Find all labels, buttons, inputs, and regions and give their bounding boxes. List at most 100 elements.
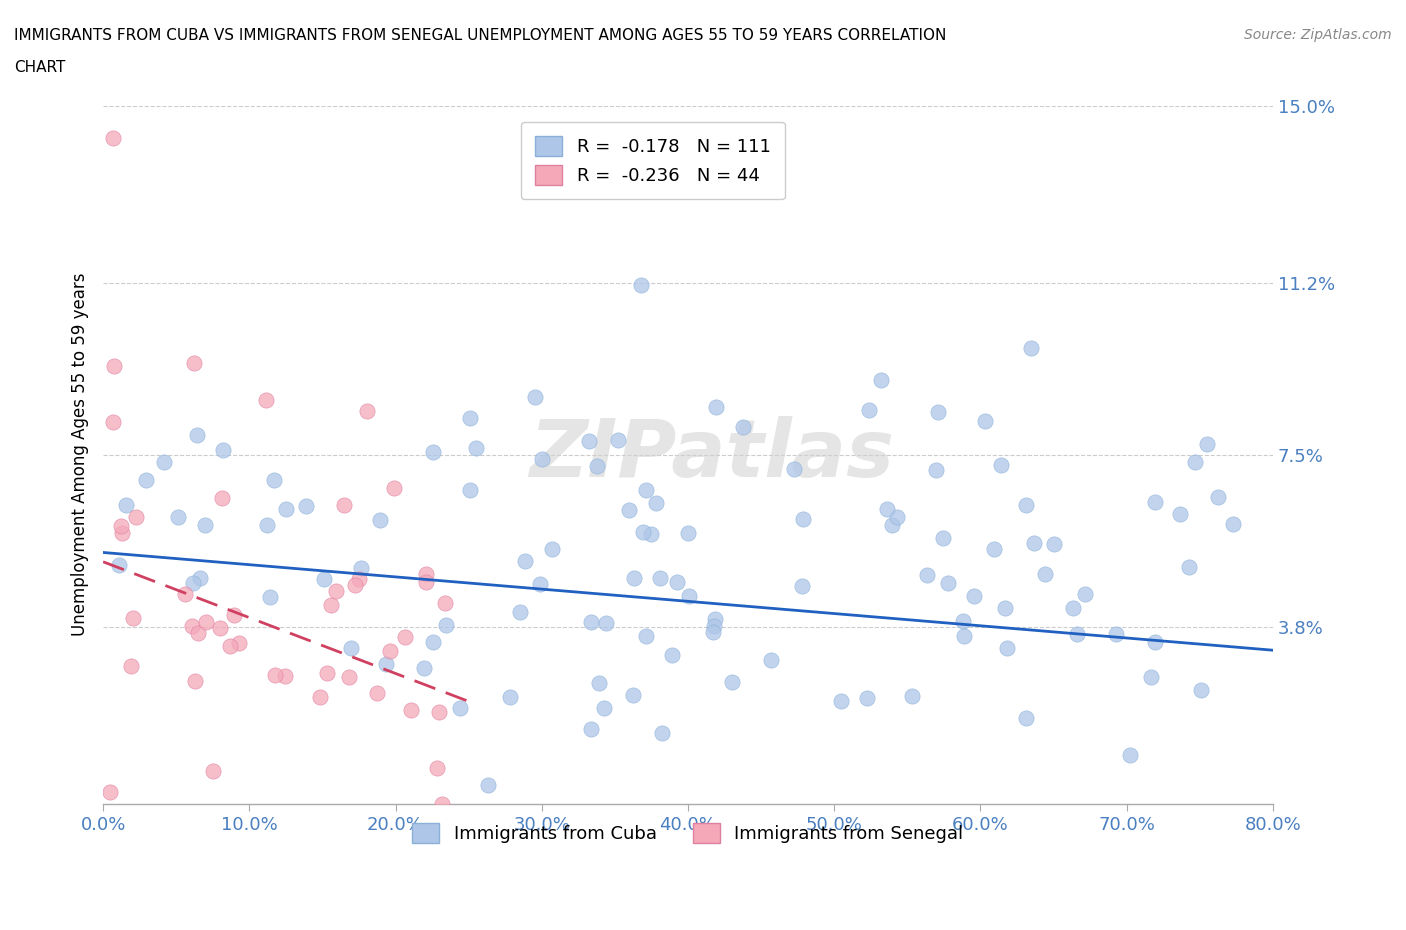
Point [350, 561, 373, 576]
Point [661, 648, 683, 663]
Point [651, 726, 673, 741]
Point [344, 578, 367, 592]
Point [187, 626, 209, 641]
Point [1222, 516, 1244, 531]
Point [378, 644, 401, 658]
Point [415, 566, 437, 581]
Point [830, 693, 852, 708]
Point [325, 583, 347, 598]
Point [1206, 489, 1229, 504]
Point [952, 614, 974, 629]
Point [194, 518, 217, 533]
Point [990, 458, 1012, 472]
Point [347, 571, 370, 586]
Point [621, 688, 644, 703]
Point [125, 510, 148, 525]
Point [858, 403, 880, 418]
Point [586, 458, 609, 473]
Point [650, 570, 672, 585]
Point [194, 615, 217, 630]
Point [427, 704, 450, 719]
Point [356, 404, 378, 418]
Point [186, 428, 208, 443]
Point [103, 415, 125, 430]
Point [458, 483, 481, 498]
Point [115, 498, 138, 512]
Point [1062, 600, 1084, 615]
Point [434, 618, 457, 632]
Point [936, 576, 959, 591]
Point [531, 451, 554, 466]
Point [174, 586, 197, 601]
Point [312, 571, 335, 586]
Point [1019, 341, 1042, 356]
Point [1168, 507, 1191, 522]
Point [882, 517, 904, 532]
Point [634, 483, 657, 498]
Point [927, 405, 949, 419]
Point [1033, 566, 1056, 581]
Point [1177, 560, 1199, 575]
Point [974, 413, 997, 428]
Point [1140, 670, 1163, 684]
Point [1015, 498, 1038, 512]
Point [513, 554, 536, 569]
Point [228, 635, 250, 650]
Point [1143, 495, 1166, 510]
Point [1105, 626, 1128, 641]
Point [606, 432, 628, 447]
Text: IMMIGRANTS FROM CUBA VS IMMIGRANTS FROM SENEGAL UNEMPLOYMENT AMONG AGES 55 TO 59: IMMIGRANTS FROM CUBA VS IMMIGRANTS FROM … [14, 28, 946, 43]
Point [1184, 454, 1206, 469]
Point [790, 578, 813, 593]
Point [412, 660, 434, 675]
Point [464, 441, 486, 456]
Point [103, 359, 125, 374]
Point [121, 610, 143, 625]
Point [263, 472, 285, 487]
Point [477, 777, 499, 792]
Point [264, 668, 287, 683]
Point [274, 502, 297, 517]
Point [631, 525, 654, 539]
Point [617, 503, 640, 518]
Point [1024, 536, 1046, 551]
Point [1197, 436, 1219, 451]
Point [634, 629, 657, 644]
Point [579, 722, 602, 737]
Point [759, 653, 782, 668]
Point [856, 690, 879, 705]
Point [703, 618, 725, 633]
Point [153, 454, 176, 469]
Point [962, 589, 984, 604]
Point [315, 665, 337, 680]
Point [932, 530, 955, 545]
Point [103, 131, 125, 146]
Point [678, 589, 700, 604]
Point [666, 574, 689, 589]
Point [308, 690, 330, 705]
Point [578, 433, 600, 448]
Point [422, 634, 444, 649]
Point [593, 700, 616, 715]
Point [792, 512, 814, 526]
Point [366, 685, 388, 700]
Point [259, 590, 281, 604]
Point [579, 615, 602, 630]
Text: ZIPatlas: ZIPatlas [529, 416, 894, 494]
Legend: Immigrants from Cuba, Immigrants from Senegal: Immigrants from Cuba, Immigrants from Se… [398, 809, 979, 857]
Point [1066, 626, 1088, 641]
Point [340, 640, 363, 655]
Point [1118, 748, 1140, 763]
Point [925, 462, 948, 477]
Point [640, 527, 662, 542]
Point [415, 575, 437, 590]
Point [382, 480, 405, 495]
Text: Source: ZipAtlas.com: Source: ZipAtlas.com [1244, 28, 1392, 42]
Point [541, 541, 564, 556]
Point [1043, 537, 1066, 551]
Point [498, 690, 520, 705]
Point [994, 601, 1017, 616]
Point [394, 630, 416, 644]
Point [108, 557, 131, 572]
Point [869, 373, 891, 388]
